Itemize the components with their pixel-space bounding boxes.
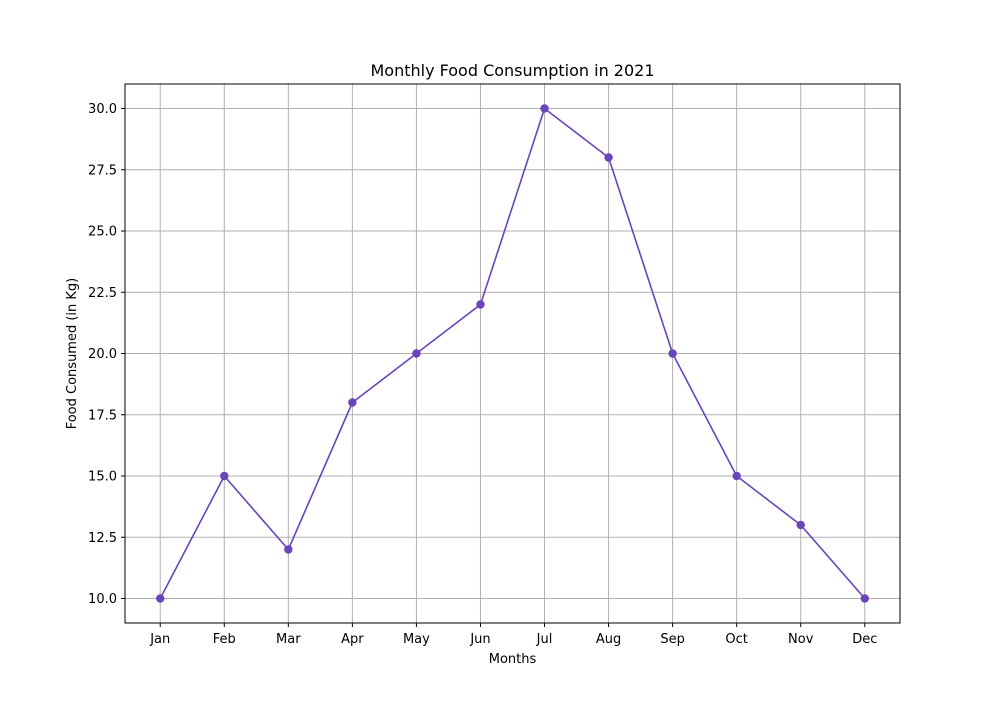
x-tick-label: Jun — [469, 632, 490, 647]
x-tick-label: Dec — [852, 632, 877, 647]
x-tick-label: Nov — [788, 632, 814, 647]
series — [156, 104, 869, 603]
x-tick-label: Apr — [341, 632, 364, 647]
y-tick-label: 27.5 — [88, 163, 117, 178]
chart-title: Monthly Food Consumption in 2021 — [370, 61, 654, 80]
data-point — [284, 545, 293, 554]
x-tick-label: Jan — [149, 632, 170, 647]
x-tick-label: Jul — [536, 632, 553, 647]
data-point — [412, 349, 421, 358]
y-tick-label: 22.5 — [88, 286, 117, 301]
y-axis-label: Food Consumed (in Kg) — [65, 278, 80, 430]
y-tick-label: 15.0 — [88, 470, 117, 485]
data-point — [156, 594, 165, 603]
data-point — [732, 471, 741, 481]
y-tick-label: 25.0 — [88, 225, 117, 240]
series-line — [159, 107, 866, 600]
data-point — [348, 398, 357, 407]
ticks: Jan Feb Mar Apr May Jun Jul Aug Sep Oct Nov Dec 10.0… — [88, 102, 877, 647]
y-tick-label: 12.5 — [88, 531, 117, 546]
x-tick-label: May — [403, 632, 430, 647]
data-point — [796, 520, 805, 530]
x-axis-label: Months — [489, 652, 537, 667]
x-tick-label: Feb — [213, 632, 236, 647]
x-tick-label: Oct — [725, 632, 747, 647]
x-tick-label: Sep — [660, 632, 685, 647]
data-point — [604, 153, 613, 162]
grid — [125, 84, 900, 623]
x-tick-label: Aug — [596, 632, 621, 647]
x-tick-label: Mar — [276, 632, 301, 647]
data-point — [220, 471, 229, 481]
y-tick-label: 30.0 — [88, 102, 117, 117]
y-tick-label: 10.0 — [88, 592, 117, 607]
data-point — [860, 594, 869, 603]
data-point — [540, 104, 549, 113]
data-point — [668, 349, 677, 358]
plot-frame — [124, 83, 901, 624]
y-tick-label: 17.5 — [88, 408, 117, 423]
data-point — [476, 300, 485, 309]
y-tick-label: 20.0 — [88, 347, 117, 362]
